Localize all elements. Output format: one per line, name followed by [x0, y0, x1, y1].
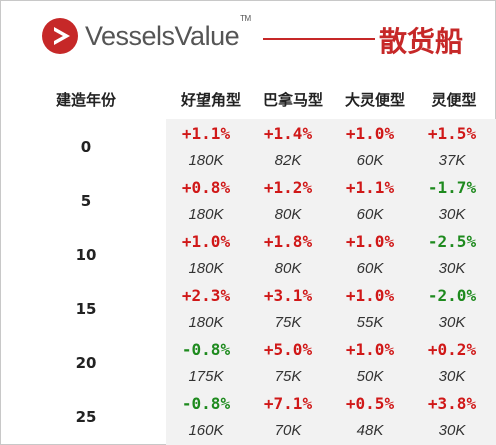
price-change-value: +1.4% — [263, 124, 313, 143]
row-header-age: 20 — [75, 354, 97, 372]
vessel-size-value: 30K — [438, 314, 466, 331]
vessel-size-value: 60K — [356, 260, 384, 277]
price-change-value: +3.1% — [263, 286, 313, 305]
vessel-size-value: 30K — [438, 422, 466, 439]
price-change-value: -2.0% — [427, 286, 477, 305]
price-change-value: +1.0% — [345, 340, 395, 359]
vessel-size-value: 180K — [188, 314, 224, 331]
price-change-value: +1.1% — [345, 178, 395, 197]
price-change-value: +3.8% — [427, 394, 477, 413]
vessel-size-value: 60K — [356, 152, 384, 169]
title-divider — [263, 38, 375, 40]
price-change-value: -0.8% — [181, 394, 231, 413]
vessel-size-value: 160K — [188, 422, 224, 439]
vessel-size-value: 75K — [274, 314, 302, 331]
column-header-supramax: 大灵便型 — [344, 91, 405, 109]
price-change-value: +7.1% — [263, 394, 313, 413]
vessel-size-value: 30K — [438, 206, 466, 223]
price-change-value: +1.1% — [181, 124, 231, 143]
row-header-age: 10 — [75, 246, 97, 264]
vessel-size-value: 180K — [188, 152, 224, 169]
vesselsvalue-logo-icon — [42, 18, 78, 54]
price-change-value: +1.5% — [427, 124, 477, 143]
vessel-size-value: 180K — [188, 206, 224, 223]
price-change-value: +0.5% — [345, 394, 395, 413]
price-change-value: +1.0% — [345, 124, 395, 143]
vessel-size-value: 180K — [188, 260, 224, 277]
vessel-size-value: 80K — [274, 206, 302, 223]
price-change-value: +2.3% — [181, 286, 231, 305]
vessel-size-value: 75K — [274, 368, 302, 385]
price-change-value: +0.2% — [427, 340, 477, 359]
column-header-panamax: 巴拿马型 — [262, 91, 323, 109]
row-header-age: 0 — [80, 138, 92, 156]
price-change-value: -0.8% — [181, 340, 231, 359]
row-header-age: 15 — [75, 300, 97, 318]
price-change-value: +1.8% — [263, 232, 313, 251]
price-change-value: +0.8% — [181, 178, 231, 197]
column-header-handysize: 灵便型 — [431, 91, 477, 109]
brand-name: VesselsValueTM — [85, 14, 251, 51]
vessel-size-value: 70K — [274, 422, 302, 439]
data-grid — [166, 119, 496, 445]
price-change-value: +1.0% — [345, 286, 395, 305]
row-header-age: 5 — [80, 192, 92, 210]
column-header-capesize: 好望角型 — [180, 91, 241, 109]
price-change-value: +5.0% — [263, 340, 313, 359]
price-change-value: -1.7% — [427, 178, 477, 197]
vessel-size-value: 175K — [188, 368, 224, 385]
price-change-value: -2.5% — [427, 232, 477, 251]
vessel-size-value: 80K — [274, 260, 302, 277]
price-change-value: +1.0% — [345, 232, 395, 251]
row-header-age: 25 — [75, 408, 97, 426]
vessel-size-value: 50K — [356, 368, 384, 385]
vessel-size-value: 55K — [356, 314, 384, 331]
corner-label: 建造年份 — [55, 91, 116, 109]
price-change-value: +1.2% — [263, 178, 313, 197]
page-title: 散货船 — [379, 25, 464, 58]
price-change-value: +1.0% — [181, 232, 231, 251]
vessel-size-value: 60K — [356, 206, 384, 223]
vessel-size-value: 48K — [356, 422, 384, 439]
vessel-size-value: 30K — [438, 368, 466, 385]
vessel-size-value: 82K — [274, 152, 302, 169]
vessel-size-value: 30K — [438, 260, 466, 277]
vessel-size-value: 37K — [438, 152, 466, 169]
